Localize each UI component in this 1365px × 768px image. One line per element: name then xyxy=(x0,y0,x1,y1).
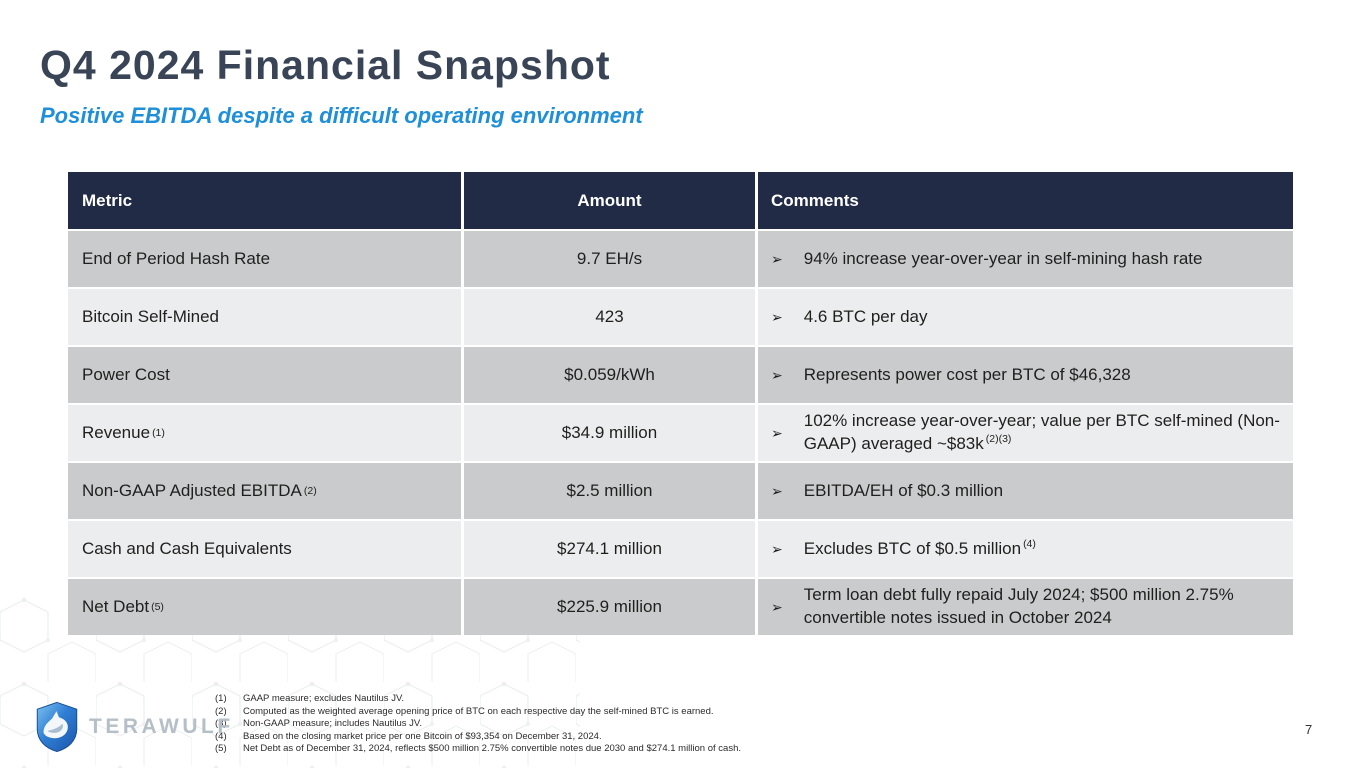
arrow-bullet-icon: ➢ xyxy=(771,599,783,615)
footnote-text: Non-GAAP measure; includes Nautilus JV. xyxy=(243,718,423,730)
table-row-amount: 9.7 EH/s xyxy=(464,231,755,287)
table-row-metric: Revenue (1) xyxy=(68,405,461,461)
table-row-metric: Net Debt (5) xyxy=(68,579,461,635)
footnote-text: GAAP measure; excludes Nautilus JV. xyxy=(243,693,405,704)
column-header-comments: Comments xyxy=(758,172,1293,229)
table-row-comment: ➢ EBITDA/EH of $0.3 million xyxy=(758,463,1293,519)
footnote-ref: (4) xyxy=(1023,537,1036,550)
table-row-comment: ➢ Represents power cost per BTC of $46,32… xyxy=(758,347,1293,403)
metric-label: Non-GAAP Adjusted EBITDA xyxy=(82,481,302,500)
comment-label: 94% increase year-over-year in self-mini… xyxy=(803,248,1203,268)
arrow-bullet-icon: ➢ xyxy=(771,541,783,557)
table-row-amount: $274.1 million xyxy=(464,521,755,577)
comment-label: Term loan debt fully repaid July 2024; $… xyxy=(803,585,1234,627)
metric-label: Revenue xyxy=(82,423,151,442)
metric-label: Net Debt xyxy=(82,597,150,616)
arrow-bullet-icon: ➢ xyxy=(771,367,783,383)
table-row-amount: 423 xyxy=(464,289,755,345)
footnote-text: Computed as the weighted average opening… xyxy=(243,705,714,717)
table-row-metric: Power Cost xyxy=(68,347,461,403)
wolf-shield-icon xyxy=(36,701,78,753)
footnote-line: (1) GAAP measure; excludes Nautilus JV. xyxy=(215,693,741,706)
page-subtitle: Positive EBITDA despite a difficult oper… xyxy=(40,103,643,128)
table-row-comment: ➢ 94% increase year-over-year in self-min… xyxy=(758,231,1293,287)
footnote-line: (2) Computed as the weighted average open… xyxy=(215,706,741,719)
terawulf-wordmark: TERAWULF xyxy=(89,715,234,738)
arrow-bullet-icon: ➢ xyxy=(771,251,783,267)
table-row-metric: End of Period Hash Rate xyxy=(68,231,461,287)
table-row-comment: ➢ Excludes BTC of $0.5 million (4) xyxy=(758,521,1293,577)
table-row-amount: $2.5 million xyxy=(464,463,755,519)
footnote-ref: (2)(3) xyxy=(985,433,1012,446)
comment-label: 4.6 BTC per day xyxy=(803,306,928,326)
footnote-text: Net Debt as of December 31, 2024, reflec… xyxy=(243,743,741,755)
arrow-bullet-icon: ➢ xyxy=(771,483,783,499)
table-row-comment: ➢ 4.6 BTC per day xyxy=(758,289,1293,345)
page-number: 7 xyxy=(1305,722,1313,737)
comment-label: Excludes BTC of $0.5 million xyxy=(803,538,1022,558)
arrow-bullet-icon: ➢ xyxy=(771,309,783,325)
table-row-metric: Cash and Cash Equivalents xyxy=(68,521,461,577)
table-row-amount: $0.059/kWh xyxy=(464,347,755,403)
table-row-comment: ➢ Term loan debt fully repaid July 2024; … xyxy=(758,579,1293,635)
arrow-bullet-icon: ➢ xyxy=(771,425,783,441)
table-row-amount: $34.9 million xyxy=(464,405,755,461)
footnote-text: Based on the closing market price per on… xyxy=(243,730,602,742)
terawulf-logo: TERAWULF xyxy=(33,701,234,753)
page-title: Q4 2024 Financial Snapshot xyxy=(40,42,611,88)
financial-snapshot-table: Metric Amount Comments End of Period Has… xyxy=(68,172,1293,635)
table-row-metric: Bitcoin Self-Mined xyxy=(68,289,461,345)
comment-label: EBITDA/EH of $0.3 million xyxy=(803,480,1004,500)
footnotes-block: (1) GAAP measure; excludes Nautilus JV. (… xyxy=(215,693,741,756)
metric-label: Power Cost xyxy=(82,365,170,384)
table-row-amount: $225.9 million xyxy=(464,579,755,635)
metric-label: Cash and Cash Equivalents xyxy=(82,539,292,558)
metric-label: Bitcoin Self-Mined xyxy=(82,307,220,326)
footnote-line: (3) Non-GAAP measure; includes Nautilus J… xyxy=(215,718,741,731)
table-row-comment: ➢ 102% increase year-over-year; value per… xyxy=(758,405,1293,461)
metric-label: End of Period Hash Rate xyxy=(82,249,271,268)
comment-label: Represents power cost per BTC of $46,328 xyxy=(803,364,1131,384)
footnote-line: (5) Net Debt as of December 31, 2024, ref… xyxy=(215,743,741,756)
table-row-metric: Non-GAAP Adjusted EBITDA (2) xyxy=(68,463,461,519)
footnote-line: (4) Based on the closing market price per… xyxy=(215,731,741,744)
column-header-metric: Metric xyxy=(68,172,461,229)
comment-label: 102% increase year-over-year; value per … xyxy=(803,411,1280,453)
column-header-amount: Amount xyxy=(464,172,755,229)
